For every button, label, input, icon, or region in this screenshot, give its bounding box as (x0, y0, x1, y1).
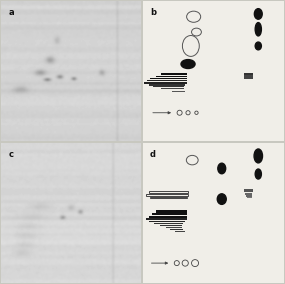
Bar (147, 80, 187, 82)
Ellipse shape (181, 60, 195, 68)
Ellipse shape (255, 42, 261, 50)
Bar (167, 90, 184, 91)
Bar (243, 75, 253, 77)
Bar (149, 84, 185, 85)
Bar (156, 76, 187, 77)
Bar (161, 73, 187, 75)
Bar (150, 197, 187, 198)
Bar (245, 193, 252, 195)
Bar (161, 88, 184, 89)
Bar (144, 82, 187, 83)
Bar (149, 216, 187, 218)
Bar (172, 91, 184, 92)
Ellipse shape (217, 194, 226, 204)
Bar (166, 227, 182, 228)
Ellipse shape (254, 149, 262, 163)
Bar (149, 221, 184, 222)
Bar (244, 77, 253, 79)
Bar (244, 189, 253, 192)
Bar (150, 78, 187, 80)
Bar (160, 225, 182, 226)
Ellipse shape (255, 22, 261, 36)
Bar (170, 229, 183, 230)
Bar (152, 213, 187, 215)
Bar (149, 191, 188, 193)
Text: d: d (150, 150, 156, 159)
Bar (153, 86, 184, 87)
Bar (243, 73, 253, 75)
Bar (146, 218, 187, 220)
Bar (246, 195, 252, 197)
Bar (146, 194, 188, 196)
Text: a: a (8, 9, 14, 17)
Ellipse shape (255, 169, 261, 179)
Bar (156, 210, 187, 213)
Ellipse shape (254, 9, 262, 19)
Bar (247, 197, 252, 199)
Ellipse shape (218, 163, 226, 174)
Text: b: b (150, 9, 156, 17)
Text: c: c (8, 150, 13, 159)
Bar (175, 231, 184, 232)
Bar (154, 223, 183, 224)
